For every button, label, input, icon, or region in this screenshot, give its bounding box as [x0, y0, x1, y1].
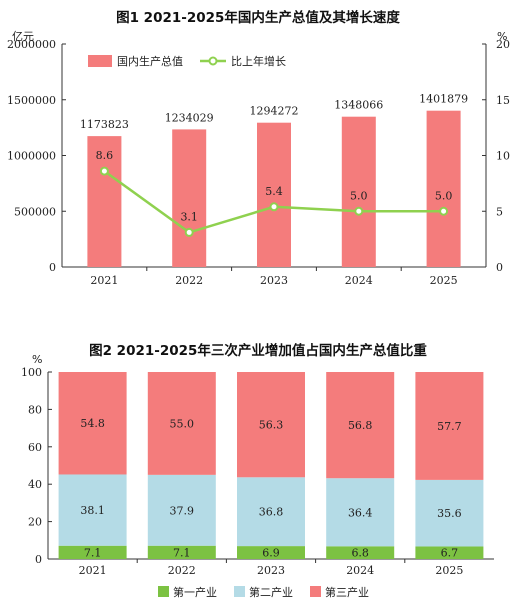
- chart2-segment-label: 7.1: [173, 546, 191, 559]
- chart2-segment-1: [415, 546, 484, 559]
- chart2-segment-label: 56.8: [348, 419, 373, 432]
- chart1-legend-gdp-label: 国内生产总值: [117, 54, 183, 68]
- chart2-segment-label: 35.6: [437, 507, 462, 520]
- chart1-left-tick-label: 500000: [14, 205, 56, 218]
- chart2-segment-3: [415, 372, 484, 480]
- chart1-growth-point: [354, 206, 364, 216]
- chart2-segment-label: 55.0: [170, 417, 195, 430]
- chart2-segment-label: 7.1: [84, 546, 102, 559]
- chart1-legend-gdp-swatch: [88, 55, 112, 67]
- chart1-growth-label: 5.0: [350, 189, 368, 202]
- chart1-left-tick-label: 0: [49, 261, 56, 274]
- chart2-x-tick-label: 2023: [257, 564, 285, 577]
- chart1-gdp-bar: [341, 116, 376, 267]
- chart2-segment-2: [326, 478, 395, 547]
- chart2-x-tick-label: 2021: [79, 564, 107, 577]
- chart2-legend-label: 第二产业: [249, 585, 293, 599]
- chart2-unit: %: [32, 353, 42, 366]
- chart2-legend-label: 第三产业: [325, 585, 369, 599]
- chart1-gdp-label: 1173823: [80, 118, 129, 131]
- chart1-gdp-label: 1234029: [165, 111, 214, 124]
- chart1-right-tick-label: 0: [496, 261, 503, 274]
- chart2-segment-label: 36.4: [348, 506, 373, 519]
- chart1-gdp-bar: [426, 110, 461, 267]
- chart2-segment-3: [147, 372, 216, 475]
- chart2-y-tick-label: 100: [21, 366, 42, 379]
- chart1-gdp-label: 1401879: [419, 93, 468, 106]
- chart2-plot: 0 20 40 60 80 100 7.1 38.1 54.8 2021 7.1 37.9 55.0 20…: [21, 366, 494, 599]
- chart1-x-tick-label: 2025: [430, 274, 458, 287]
- chart2-y-tick-label: 0: [35, 553, 42, 566]
- chart2-segment-2: [58, 474, 127, 546]
- chart1-gdp-label: 1348066: [334, 99, 383, 112]
- chart2-segment-label: 56.3: [259, 419, 284, 432]
- chart1-growth-point: [99, 166, 109, 176]
- chart2-segment-label: 6.9: [262, 547, 280, 560]
- chart2-segment-label: 57.7: [437, 420, 462, 433]
- chart1-left-tick-label: 1000000: [7, 150, 56, 163]
- chart2-legend-swatch: [158, 586, 169, 597]
- chart1-right-tick-label: 5: [496, 205, 503, 218]
- chart1-gdp-bar: [87, 136, 122, 267]
- chart2-y-tick-label: 20: [28, 516, 42, 529]
- chart1-growth-label: 8.6: [96, 149, 114, 162]
- chart2-legend-label: 第一产业: [173, 585, 217, 599]
- chart2-x-tick-label: 2022: [168, 564, 196, 577]
- chart1-legend-growth-label: 比上年增长: [231, 54, 286, 68]
- chart1-growth-point: [184, 227, 194, 237]
- chart2-segment-2: [415, 479, 484, 547]
- chart2-segment-label: 37.9: [170, 504, 195, 517]
- chart1-x-tick-label: 2022: [175, 274, 203, 287]
- chart1-legend-growth-marker: [208, 56, 218, 66]
- chart1-right-tick-label: 10: [496, 150, 510, 163]
- chart1-x-tick-label: 2023: [260, 274, 288, 287]
- chart1-left-tick-label: 2000000: [7, 38, 56, 51]
- chart2-segment-3: [237, 372, 305, 478]
- chart2-segment-2: [237, 477, 305, 547]
- chart1-x-tick-label: 2021: [90, 274, 118, 287]
- chart2-segment-1: [237, 546, 305, 559]
- chart1-plot: 0 500000 1000000 1500000 2000000 0 5 10 15 20 1173…: [7, 38, 510, 287]
- chart2-y-tick-label: 60: [28, 441, 42, 454]
- chart2-segment-2: [147, 474, 216, 546]
- chart2-segment-label: 6.8: [351, 547, 369, 560]
- chart2-segment-label: 54.8: [80, 417, 105, 430]
- chart2-segment-label: 36.8: [259, 506, 284, 519]
- chart1-gdp-bar: [257, 122, 291, 267]
- chart2-y-tick-label: 40: [28, 478, 42, 491]
- chart2-legend-swatch: [234, 586, 245, 597]
- chart1-right-tick-label: 15: [496, 94, 510, 107]
- chart1-right-tick-label: 20: [496, 38, 510, 51]
- chart1-left-tick-label: 1500000: [7, 94, 56, 107]
- chart1-gdp-bar: [172, 129, 207, 267]
- chart1-left-unit: 亿元: [12, 30, 34, 43]
- chart1-growth-label: 5.4: [265, 185, 283, 198]
- chart2-title: 图2 2021-2025年三次产业增加值占国内生产总值比重: [89, 342, 427, 359]
- chart1-title: 图1 2021-2025年国内生产总值及其增长速度: [116, 9, 400, 26]
- chart2-segment-1: [147, 545, 216, 559]
- chart2-y-tick-label: 80: [28, 403, 42, 416]
- chart2-segment-1: [58, 545, 127, 559]
- chart1-gdp-label: 1294272: [250, 105, 299, 118]
- chart1-growth-point: [439, 206, 449, 216]
- chart2-segment-label: 6.7: [441, 547, 459, 560]
- chart2-x-tick-label: 2025: [435, 564, 463, 577]
- chart1-growth-point: [269, 202, 279, 212]
- chart2-legend-swatch: [310, 586, 321, 597]
- chart1-growth-label: 5.0: [435, 189, 453, 202]
- chart2-segment-3: [58, 372, 127, 475]
- chart1-x-tick-label: 2024: [345, 274, 373, 287]
- chart2-segment-label: 38.1: [80, 504, 105, 517]
- chart2-x-tick-label: 2024: [346, 564, 374, 577]
- chart2-segment-3: [326, 372, 395, 479]
- chart1-growth-label: 3.1: [180, 210, 198, 223]
- chart2-segment-1: [326, 546, 395, 559]
- chart1-right-unit: %: [497, 30, 507, 43]
